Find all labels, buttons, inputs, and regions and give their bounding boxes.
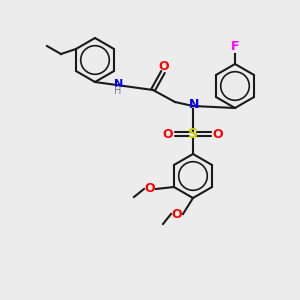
Text: O: O [172, 208, 182, 220]
Text: S: S [188, 127, 198, 141]
Text: H: H [114, 86, 122, 96]
Text: N: N [114, 79, 124, 89]
Text: F: F [231, 40, 239, 53]
Text: N: N [189, 98, 199, 112]
Text: O: O [145, 182, 155, 196]
Text: O: O [213, 128, 223, 140]
Text: O: O [163, 128, 173, 140]
Text: O: O [159, 59, 169, 73]
